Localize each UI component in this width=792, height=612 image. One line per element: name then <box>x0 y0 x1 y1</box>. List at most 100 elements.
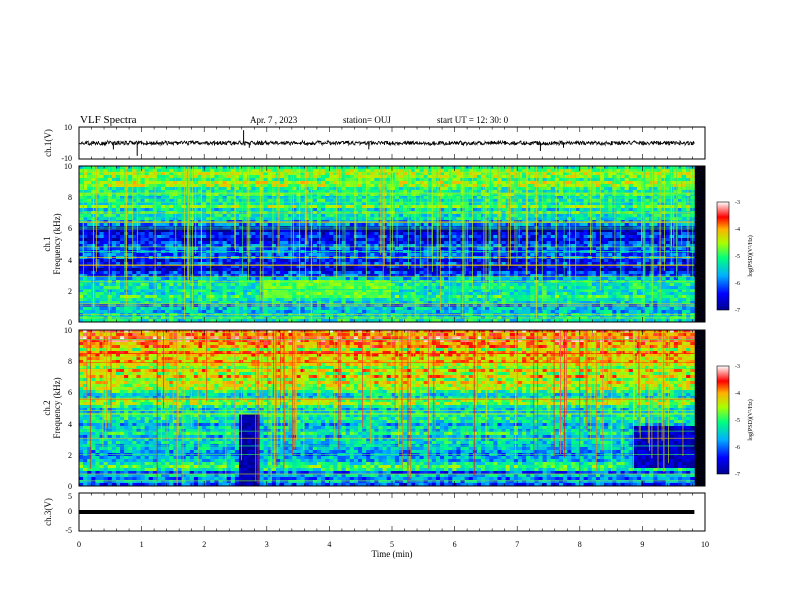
spectrogram-cell <box>128 217 133 221</box>
spectrogram-cell <box>517 175 523 179</box>
spectrogram-cell <box>415 259 420 263</box>
spectrogram-cell <box>591 217 597 221</box>
spectrogram-cell <box>411 247 416 251</box>
spectrogram-cell <box>509 208 515 212</box>
spectrogram-cell <box>374 175 379 179</box>
spectrogram-cell <box>263 172 269 176</box>
spectrogram-cell <box>431 229 437 233</box>
spectrogram-cell <box>288 199 293 203</box>
spectrogram-cell <box>476 223 482 227</box>
spectrogram-cell <box>99 166 105 170</box>
spectrogram-cell <box>398 181 404 185</box>
spectrogram-cell <box>280 214 285 218</box>
spectrogram-cell <box>583 196 589 200</box>
spectrogram-cell <box>366 190 371 194</box>
spectrogram-cell <box>546 253 552 257</box>
spectrogram-cell <box>259 259 265 263</box>
spectrogram-cell <box>206 235 211 239</box>
spectrogram-cell <box>341 169 347 173</box>
spectrogram-cell <box>251 262 256 266</box>
spectrogram-cell <box>316 190 322 194</box>
spectrogram-cell <box>136 226 141 230</box>
spectrogram-cell <box>321 172 326 176</box>
spectrogram-cell <box>263 214 269 218</box>
spectrogram-cell <box>189 187 195 191</box>
spectrogram-cell <box>374 241 379 245</box>
spectrogram-cell <box>349 229 355 233</box>
spectrogram-cell <box>271 235 277 239</box>
spectrogram-cell <box>403 166 408 170</box>
spectrogram-cell <box>600 187 605 191</box>
spectrogram-cell <box>645 181 650 185</box>
spectrogram-cell <box>321 199 326 203</box>
spectrogram-cell <box>128 232 133 236</box>
spectrogram-cell <box>111 187 117 191</box>
spectrogram-cell <box>329 169 334 173</box>
spectrogram-cell <box>238 193 244 197</box>
spectrogram-cell <box>263 166 269 170</box>
spectrogram-cell <box>440 193 445 197</box>
spectrogram-cell <box>677 199 683 203</box>
spectrogram-cell <box>280 193 285 197</box>
spectrogram-cell <box>115 214 121 218</box>
spectrogram-cell <box>620 226 626 230</box>
spectrogram-cell <box>79 223 84 227</box>
spectrogram-cell <box>542 172 548 176</box>
spectrogram-cell <box>444 184 449 188</box>
spectrogram-cell <box>169 178 174 182</box>
spectrogram-cell <box>222 244 228 248</box>
spectrogram-cell <box>575 172 580 176</box>
spectrogram-cell <box>132 241 137 245</box>
spectrogram-cell <box>210 208 215 212</box>
ch1-ytick-top: 10 <box>64 123 72 132</box>
spectrogram-cell <box>608 244 613 248</box>
spectrogram-cell <box>419 178 424 182</box>
spectrogram-cell <box>341 244 347 248</box>
spectrogram-cell <box>595 217 601 221</box>
spectrogram-cell <box>456 175 461 179</box>
spectrogram-cell <box>600 217 605 221</box>
spectrogram-cell <box>333 241 338 245</box>
spectrogram-cell <box>571 193 576 197</box>
spectrogram-cell <box>489 187 494 191</box>
spectrogram-cell <box>558 259 564 263</box>
spectrogram-cell <box>636 253 642 257</box>
spectrogram-cell <box>222 217 228 221</box>
spectrogram-cell <box>222 208 228 212</box>
spectrogram-cell <box>230 235 236 239</box>
spectrogram-cell <box>111 208 117 212</box>
spectrogram-cell <box>210 184 215 188</box>
spectrogram-cell <box>591 223 597 227</box>
spectrogram-cell <box>267 214 273 218</box>
spectrogram-cell <box>321 253 326 257</box>
spectrogram-cell <box>653 196 658 200</box>
spectrogram-cell <box>300 235 306 239</box>
spectrogram-cell <box>87 181 92 185</box>
spectrogram-cell <box>398 178 404 182</box>
spectrogram-cell <box>300 178 306 182</box>
spectrogram-cell <box>357 178 363 182</box>
spectrogram-cell <box>682 238 687 242</box>
spectrogram-cell <box>218 190 223 194</box>
spectrogram-cell <box>624 196 630 200</box>
spectrogram-cell <box>230 169 236 173</box>
spectrogram-cell <box>579 205 584 209</box>
spectrogram-cell <box>165 238 170 242</box>
spectrogram-cell <box>132 178 137 182</box>
spectrogram-cell <box>468 187 474 191</box>
spectrogram-cell <box>440 178 445 182</box>
spectrogram-cell <box>230 187 236 191</box>
spectrogram-cell <box>411 166 416 170</box>
spectrogram-cell <box>202 229 207 233</box>
spectrogram-cell <box>362 184 367 188</box>
spectrogram-cell <box>329 184 334 188</box>
spectrogram-cell <box>579 193 584 197</box>
spectrogram-cell <box>87 193 92 197</box>
spectrogram-cell <box>79 184 84 188</box>
spectrogram-cell <box>600 193 605 197</box>
spectrogram-cell <box>558 241 564 245</box>
spectrogram-cell <box>345 235 351 239</box>
spectrogram-cell <box>284 202 289 206</box>
spectrogram-cell <box>144 205 150 209</box>
spectrogram-cell <box>206 238 211 242</box>
